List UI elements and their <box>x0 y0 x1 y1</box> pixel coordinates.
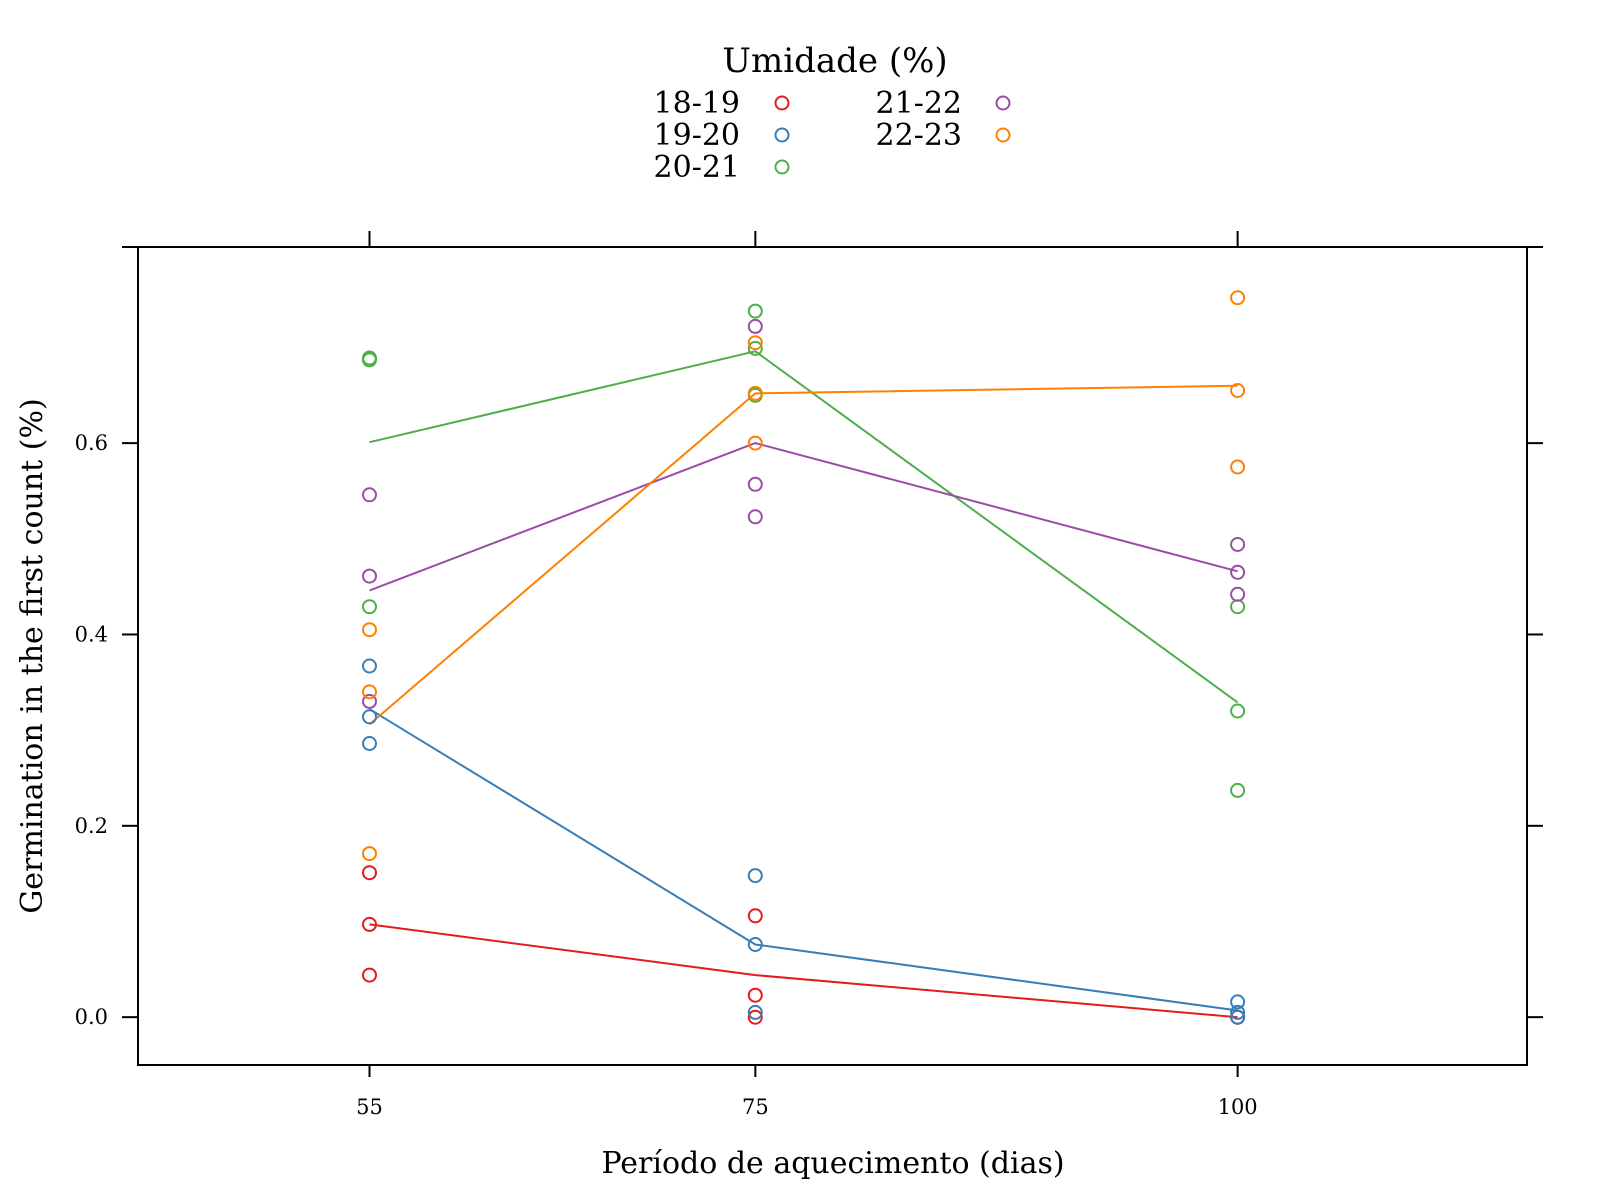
data-point-22-23 <box>362 622 377 638</box>
data-point-20-21 <box>1230 599 1246 615</box>
legend-label-19-20: 19-20 <box>654 118 740 153</box>
data-point-20-21 <box>362 352 377 368</box>
data-point-22-23 <box>362 684 377 700</box>
data-point-20-21 <box>1230 703 1246 719</box>
data-point-21-22 <box>1230 537 1246 552</box>
legend-marker-18-19 <box>774 95 790 111</box>
data-point-18-19 <box>362 916 377 932</box>
legend-label-20-21: 20-21 <box>654 150 740 185</box>
data-point-22-23 <box>1230 459 1246 475</box>
data-point-18-19 <box>362 865 377 881</box>
data-point-21-22 <box>1230 586 1246 602</box>
data-point-19-20 <box>362 736 377 751</box>
data-point-18-19 <box>362 967 377 983</box>
data-point-20-21 <box>1230 782 1246 798</box>
series-points <box>362 290 1246 1025</box>
series-line-20-21 <box>369 350 1239 704</box>
x-tick-label: 55 <box>356 1095 383 1119</box>
legend-marker-21-22 <box>995 95 1011 111</box>
legend-title: Umidade (%) <box>722 41 947 81</box>
y-tick-label: 0.0 <box>75 1005 108 1029</box>
data-point-21-22 <box>362 568 377 584</box>
x-axis-title: Período de aquecimento (dias) <box>601 1146 1064 1181</box>
series-line-22-23 <box>368 384 1238 726</box>
data-point-19-20 <box>1230 1004 1246 1020</box>
y-tick-label: 0.2 <box>75 814 108 838</box>
series-lines <box>368 350 1239 1019</box>
legend-label-21-22: 21-22 <box>876 86 962 121</box>
data-point-18-19 <box>747 987 763 1003</box>
data-point-19-20 <box>747 1004 763 1020</box>
data-point-22-23 <box>1230 290 1246 306</box>
data-point-22-23 <box>362 846 377 862</box>
data-point-19-20 <box>747 937 763 952</box>
data-point-22-23 <box>1230 383 1246 398</box>
axis-ticks: 55 75 100 0.0 0.2 0.4 0.6 <box>75 231 1543 1119</box>
data-point-21-22 <box>1230 564 1246 580</box>
series-line-19-20 <box>368 708 1238 1012</box>
data-point-18-19 <box>747 908 763 924</box>
data-point-22-23 <box>747 385 763 401</box>
data-point-18-19 <box>747 1009 763 1025</box>
data-point-19-20 <box>1230 994 1246 1010</box>
legend-label-18-19: 18-19 <box>654 86 740 121</box>
x-tick-label: 75 <box>742 1095 769 1119</box>
data-point-21-22 <box>747 476 763 492</box>
data-point-20-21 <box>362 599 377 615</box>
legend-marker-19-20 <box>774 127 790 143</box>
y-axis-title: Germination in the first count (%) <box>15 398 50 913</box>
plot-frame <box>137 246 1528 1066</box>
y-tick-label: 0.4 <box>75 622 108 646</box>
data-point-21-22 <box>362 487 377 503</box>
data-point-19-20 <box>747 868 763 884</box>
data-point-21-22 <box>747 509 763 525</box>
y-tick-label: 0.6 <box>75 431 108 455</box>
data-point-21-22 <box>747 318 763 334</box>
data-point-20-21 <box>747 340 763 356</box>
data-point-19-20 <box>362 709 377 725</box>
data-point-20-21 <box>747 303 763 319</box>
series-line-18-19 <box>369 923 1238 1019</box>
data-point-19-20 <box>362 658 377 674</box>
data-point-21-22 <box>362 693 377 709</box>
series-line-21-22 <box>369 442 1238 592</box>
legend-marker-20-21 <box>774 159 790 175</box>
data-point-22-23 <box>747 435 763 451</box>
legend-marker-22-23 <box>995 127 1011 143</box>
data-point-19-20 <box>1230 1009 1246 1025</box>
legend-label-22-23: 22-23 <box>876 118 962 153</box>
data-point-22-23 <box>747 335 763 351</box>
x-tick-label: 100 <box>1218 1095 1258 1119</box>
